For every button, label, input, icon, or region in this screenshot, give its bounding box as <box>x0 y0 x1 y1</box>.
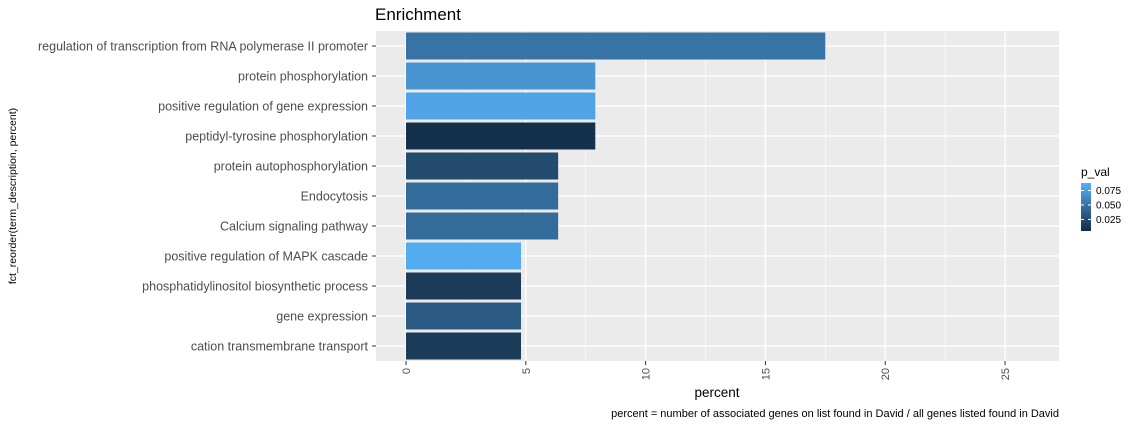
bar <box>406 302 522 330</box>
category-labels: regulation of transcription from RNA pol… <box>38 40 376 354</box>
legend-title: p_val <box>1081 165 1110 179</box>
category-label: cation transmembrane transport <box>191 340 369 354</box>
bar <box>406 242 522 270</box>
category-label: protein phosphorylation <box>238 70 368 84</box>
chart-caption: percent = number of associated genes on … <box>611 408 1059 420</box>
x-axis-title: percent <box>694 385 739 400</box>
category-label: protein autophosphorylation <box>214 160 368 174</box>
bar <box>406 332 522 360</box>
category-label: positive regulation of gene expression <box>158 100 368 114</box>
category-label: phosphatidylinositol biosynthetic proces… <box>142 280 368 294</box>
x-tick-label: 25 <box>1000 368 1012 380</box>
bar <box>406 62 596 90</box>
bar <box>406 152 559 180</box>
legend-tick-label: 0.050 <box>1096 200 1121 211</box>
x-tick-label: 5 <box>521 368 533 374</box>
y-axis-title: fct_reorder(term_description, percent) <box>7 108 19 284</box>
category-label: Calcium signaling pathway <box>220 220 369 234</box>
grid-lines <box>376 31 1059 361</box>
legend-tick-label: 0.075 <box>1096 186 1121 197</box>
category-label: Endocytosis <box>301 190 368 204</box>
legend-colorbar <box>1081 183 1091 231</box>
bar <box>406 32 826 60</box>
chart-title: Enrichment <box>375 5 461 24</box>
x-axis-ticks: 0 5 10 15 20 25 <box>401 361 1012 380</box>
legend-ticks: 0.075 0.050 0.025 <box>1081 186 1121 226</box>
bar <box>406 272 522 300</box>
bar <box>406 92 596 120</box>
category-label: peptidyl-tyrosine phosphorylation <box>185 130 368 144</box>
bar <box>406 212 559 240</box>
category-label: gene expression <box>276 310 368 324</box>
bar <box>406 122 596 150</box>
category-label: positive regulation of MAPK cascade <box>164 250 368 264</box>
x-tick-label: 20 <box>880 368 892 380</box>
x-tick-label: 10 <box>641 368 653 380</box>
category-label: regulation of transcription from RNA pol… <box>38 40 368 54</box>
legend-tick-label: 0.025 <box>1096 215 1121 226</box>
legend: p_val 0.075 0.050 0.025 <box>1081 165 1121 231</box>
bar <box>406 182 559 210</box>
x-tick-label: 15 <box>760 368 772 380</box>
x-tick-label: 0 <box>401 368 413 374</box>
bars <box>406 32 826 360</box>
